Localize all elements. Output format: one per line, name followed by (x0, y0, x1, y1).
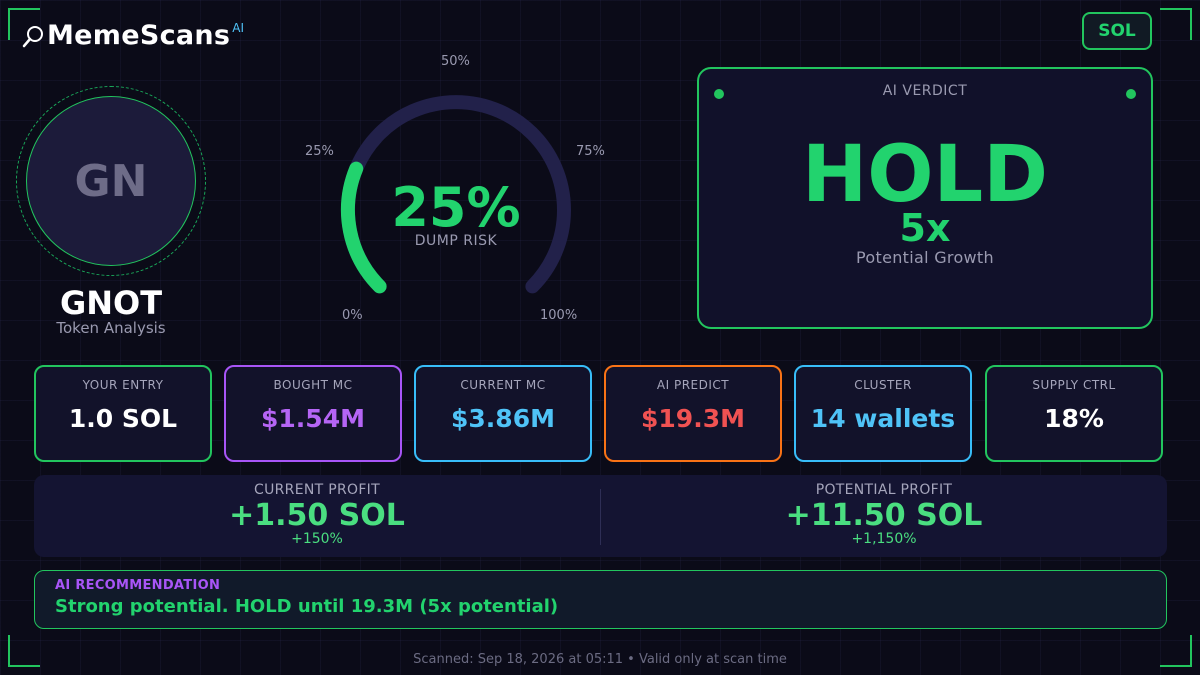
profit-panel: CURRENT PROFIT +1.50 SOL +150% POTENTIAL… (34, 475, 1167, 557)
gauge-fill (340, 161, 387, 294)
corner-bracket-top-left (8, 8, 40, 40)
gauge-tick-0: 0% (342, 308, 363, 323)
verdict-word: HOLD (801, 130, 1049, 220)
profit-label: POTENTIAL PROFIT (815, 482, 953, 498)
stat-card-cluster: CLUSTER 14 wallets (794, 365, 972, 462)
profit-percent: +150% (291, 531, 343, 547)
verdict-title: AI VERDICT (882, 83, 968, 99)
stat-card-ai-predict: AI PREDICT $19.3M (604, 365, 782, 462)
ai-verdict-card: AI VERDICT HOLD 5x Potential Growth (697, 67, 1153, 329)
gauge-tick-50: 50% (441, 54, 470, 69)
verdict-dot-right (1126, 89, 1136, 99)
corner-bracket-bottom-right (1160, 635, 1192, 667)
token-avatar: GN (26, 96, 196, 266)
verdict-dot-left (714, 89, 724, 99)
ai-recommendation-box: AI RECOMMENDATION Strong potential. HOLD… (34, 570, 1167, 629)
current-profit: CURRENT PROFIT +1.50 SOL +150% (34, 475, 600, 557)
profit-divider (600, 489, 601, 545)
stat-value: $3.86M (451, 404, 555, 433)
gauge-tick-75: 75% (576, 144, 605, 159)
brand-name: MemeScans (47, 20, 231, 51)
gauge-label: DUMP RISK (414, 233, 498, 249)
corner-bracket-top-right (1160, 8, 1192, 40)
recommendation-label: AI RECOMMENDATION (55, 578, 221, 593)
corner-bracket-bottom-left (8, 635, 40, 667)
token-symbol: GNOT (59, 284, 163, 322)
profit-percent: +1,150% (851, 531, 917, 547)
chain-selector-button[interactable]: SOL (1082, 12, 1152, 50)
recommendation-text: Strong potential. HOLD until 19.3M (5x p… (55, 596, 559, 617)
stat-card-entry: YOUR ENTRY 1.0 SOL (34, 365, 212, 462)
stat-label: CURRENT MC (460, 378, 546, 392)
magnifier-icon (22, 26, 43, 48)
stat-label: BOUGHT MC (273, 378, 353, 392)
gauge-value: 25% (391, 176, 521, 239)
gauge-tick-25: 25% (305, 144, 334, 159)
stat-card-bought-mc: BOUGHT MC $1.54M (224, 365, 402, 462)
profit-value: +11.50 SOL (785, 498, 983, 533)
scan-footer: Scanned: Sep 18, 2026 at 05:11 • Valid o… (413, 652, 787, 667)
stat-label: YOUR ENTRY (82, 378, 164, 392)
token-subtitle: Token Analysis (56, 319, 166, 337)
stat-value: 14 wallets (810, 404, 956, 433)
stat-label: CLUSTER (854, 378, 912, 392)
brand-ai-badge: AI (232, 21, 245, 35)
brand-logo: MemeScans AI (22, 20, 244, 51)
verdict-subtitle: Potential Growth (856, 248, 994, 267)
potential-profit: POTENTIAL PROFIT +11.50 SOL +1,150% (601, 475, 1167, 557)
stat-label: AI PREDICT (656, 378, 730, 392)
gauge-tick-100: 100% (540, 308, 578, 323)
stat-value: $19.3M (641, 404, 745, 433)
stat-value: $1.54M (261, 404, 365, 433)
profit-label: CURRENT PROFIT (254, 482, 380, 498)
token-panel: GN GNOT Token Analysis (16, 86, 206, 337)
dump-risk-gauge: 0% 25% 50% 75% 100% 25% DUMP RISK (300, 50, 620, 330)
stat-card-current-mc: CURRENT MC $3.86M (414, 365, 592, 462)
gauge-arc (340, 95, 571, 294)
stat-card-supply-ctrl: SUPPLY CTRL 18% (985, 365, 1163, 462)
stat-value: 1.0 SOL (68, 404, 178, 433)
profit-value: +1.50 SOL (229, 498, 405, 533)
stat-label: SUPPLY CTRL (1032, 378, 1116, 392)
avatar-outer-ring (16, 86, 206, 276)
verdict-multiplier: 5x (899, 206, 951, 250)
stat-value: 18% (1044, 404, 1104, 433)
